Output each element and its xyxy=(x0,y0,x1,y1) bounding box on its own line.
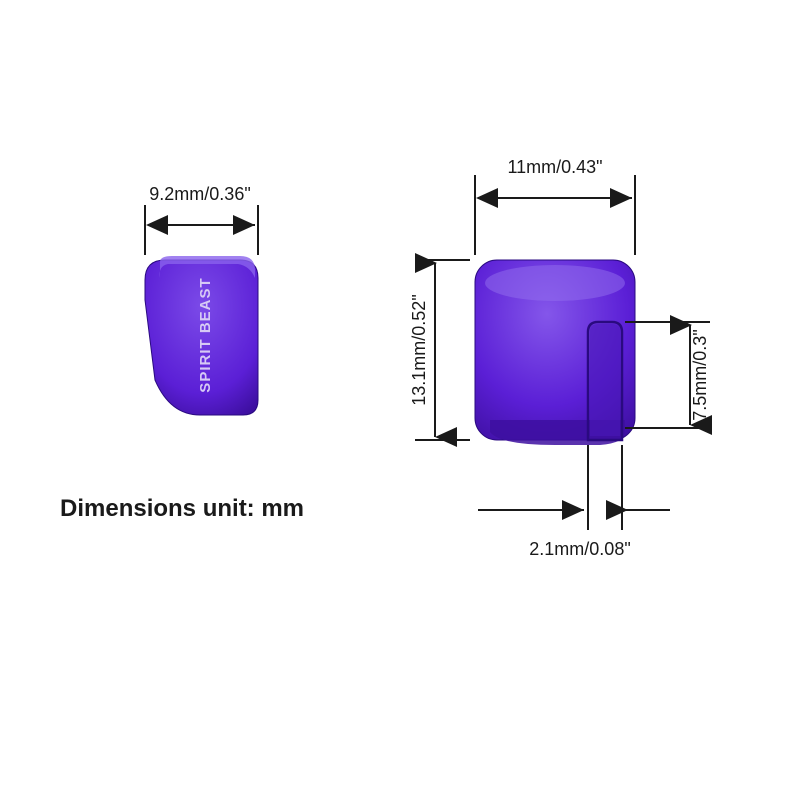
left-part-group: SPIRIT BEAST 9.2mm/0.36" xyxy=(145,184,258,415)
right-dim-top-label: 11mm/0.43" xyxy=(507,157,602,177)
unit-label: Dimensions unit: mm xyxy=(60,495,304,523)
right-dim-left-label: 13.1mm/0.52" xyxy=(409,294,429,405)
left-part-emboss-text: SPIRIT BEAST xyxy=(197,277,214,392)
right-dim-bottom-label: 2.1mm/0.08" xyxy=(529,539,630,559)
right-part-group: 11mm/0.43" 13.1mm/0.52" 7.5mm/0.3" 2.1mm… xyxy=(409,157,710,559)
right-dim-right-label: 7.5mm/0.3" xyxy=(690,329,710,420)
left-dim-top-label: 9.2mm/0.36" xyxy=(149,184,250,204)
